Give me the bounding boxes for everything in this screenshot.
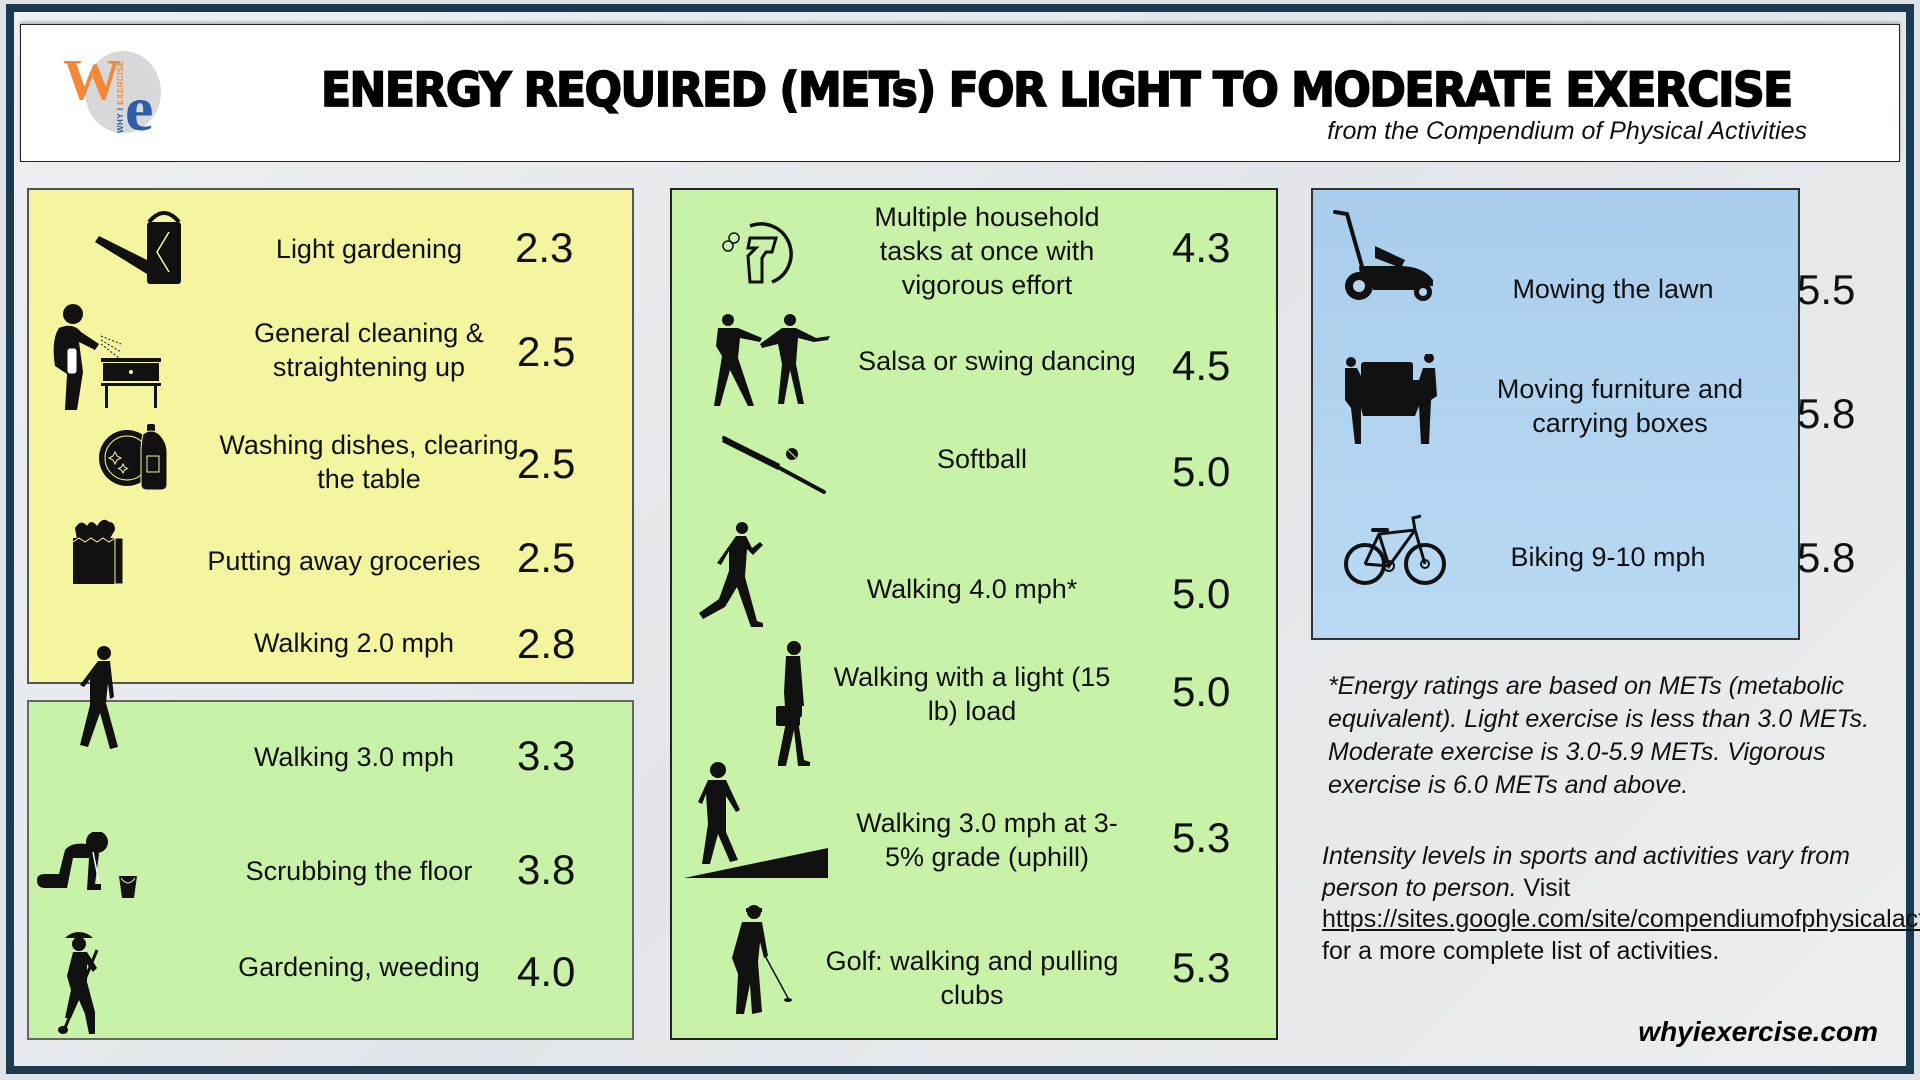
activity-label: Salsa or swing dancing [858, 346, 1136, 376]
watering-can-icon [91, 210, 201, 290]
activity-label: Walking 2.0 mph [253, 628, 455, 658]
page-title: ENERGY REQUIRED (METs) FOR LIGHT TO MODE… [320, 62, 1794, 119]
list-item: Putting away groceries 2.5 [29, 516, 632, 600]
activity-label: Scrubbing the floor [245, 856, 473, 886]
spray-bottle-icon [720, 222, 800, 288]
list-item: Washing dishes, clearing the table 2.5 [29, 414, 632, 514]
met-value: 4.3 [1172, 224, 1231, 271]
list-item: Walking 4.0 mph* 5.0 [672, 520, 1276, 640]
mets-footnote: *Energy ratings are based on METs (metab… [1328, 672, 1870, 799]
lawn-mower-icon [1333, 210, 1443, 310]
activity-label: Washing dishes, clearing the table [219, 430, 519, 494]
list-item: Walking with a light (15 lb) load 5.0 [672, 640, 1276, 766]
softball-bat-icon [720, 434, 830, 498]
visit-text: Visit [1516, 873, 1571, 902]
logo: W WHY I EXERCISE e [63, 43, 173, 143]
compendium-link[interactable]: https://sites.google.com/site/compendium… [1322, 905, 1920, 933]
list-item: Light gardening 2.3 [29, 202, 632, 297]
logo-tagline-a: WHY I [116, 104, 125, 133]
activity-label: Moving furniture and carrying boxes [1496, 374, 1744, 438]
activity-label: Walking 3.0 mph at 3-5% grade (uphill) [856, 808, 1118, 872]
furniture-movers-icon [1341, 354, 1441, 446]
site-credit: whyiexercise.com [1638, 1016, 1878, 1047]
more-activities-text: for a more complete list of activities. [1322, 936, 1720, 965]
met-value: 4.5 [1172, 342, 1231, 389]
activity-label: Biking 9-10 mph [1510, 542, 1706, 572]
activity-label: Golf: walking and pulling clubs [825, 946, 1119, 1010]
list-item: Salsa or swing dancing 4.5 [672, 310, 1276, 410]
logo-e: e [125, 73, 154, 144]
met-value: 2.5 [517, 440, 576, 487]
cleaning-person-icon [45, 300, 165, 410]
moderate-exercise-panel-middle: Multiple household tasks at once with vi… [670, 188, 1278, 1040]
list-item: Moving furniture and carrying boxes 5.8 [1313, 350, 1855, 460]
page-subtitle: from the Compendium of Physical Activiti… [1327, 117, 1807, 145]
activity-label: Light gardening [275, 234, 463, 264]
compendium-note: Intensity levels in sports and activitie… [1322, 841, 1920, 967]
activity-label: Softball [936, 444, 1028, 474]
moderate-exercise-panel-right: Mowing the lawn 5.5 Moving furniture and… [1311, 188, 1855, 640]
activity-label: Walking with a light (15 lb) load [833, 662, 1111, 726]
golfer-icon [726, 904, 796, 1016]
gardener-hoe-icon [57, 924, 137, 1036]
list-item: Gardening, weeding 4.0 [29, 920, 632, 1040]
logo-tagline-b: EXERCISE [116, 60, 125, 105]
moderate-exercise-panel-left: Walking 3.0 mph 3.3 Scrubbing the floor … [27, 700, 634, 1040]
activity-label: Gardening, weeding [238, 952, 480, 982]
list-item: Scrubbing the floor 3.8 [29, 820, 632, 920]
list-item: Mowing the lawn 5.5 [1313, 204, 1855, 324]
met-value: 4.0 [517, 948, 576, 995]
activity-label: Putting away groceries [207, 546, 481, 576]
met-value: 5.0 [1172, 570, 1231, 617]
met-value: 3.3 [517, 732, 576, 779]
walking-person-icon [76, 645, 138, 760]
activity-label: Multiple household tasks at once with vi… [874, 202, 1100, 300]
met-value: 5.3 [1172, 944, 1231, 991]
met-value: 2.3 [515, 224, 574, 271]
bicycle-icon [1343, 514, 1447, 586]
activity-label: General cleaning & straightening up [254, 318, 484, 382]
list-item: Golf: walking and pulling clubs 5.3 [672, 900, 1276, 1030]
met-value: 2.5 [517, 328, 576, 375]
header: W WHY I EXERCISE e ENERGY REQUIRED (METs… [20, 24, 1900, 162]
met-value: 5.8 [1797, 390, 1856, 437]
uphill-walker-icon [684, 760, 828, 880]
met-value: 2.5 [517, 534, 576, 581]
dish-soap-icon [97, 422, 169, 490]
list-item: Softball 5.0 [672, 420, 1276, 520]
met-value: 5.0 [1172, 448, 1231, 495]
met-value: 5.3 [1172, 814, 1231, 861]
scrubbing-floor-icon [35, 832, 139, 902]
met-value: 5.8 [1797, 534, 1856, 581]
met-value: 5.5 [1797, 266, 1856, 313]
met-value: 5.0 [1172, 668, 1231, 715]
grocery-bag-icon [69, 516, 129, 586]
met-value: 3.8 [517, 846, 576, 893]
activity-label: Walking 4.0 mph* [866, 574, 1078, 604]
logo-ellipse [85, 51, 161, 133]
brisk-walker-icon [688, 520, 774, 640]
activity-label: Walking 3.0 mph [253, 742, 455, 772]
walker-briefcase-icon [772, 640, 816, 766]
intensity-note: Intensity levels in sports and activitie… [1322, 842, 1850, 902]
list-item: General cleaning & straightening up 2.5 [29, 300, 632, 410]
logo-w: W [63, 47, 121, 112]
list-item: Walking 3.0 mph at 3-5% grade (uphill) 5… [672, 760, 1276, 890]
list-item: Walking 2.0 mph 2.8 [29, 600, 632, 684]
list-item: Multiple household tasks at once with vi… [672, 200, 1276, 300]
list-item: Walking 3.0 mph 3.3 [29, 722, 632, 822]
light-exercise-panel: Light gardening 2.3 General cleaning & s… [27, 188, 634, 684]
met-value: 2.8 [517, 620, 576, 667]
list-item: Biking 9-10 mph 5.8 [1313, 500, 1855, 610]
dancing-couple-icon [710, 314, 834, 410]
activity-label: Mowing the lawn [1512, 274, 1714, 304]
